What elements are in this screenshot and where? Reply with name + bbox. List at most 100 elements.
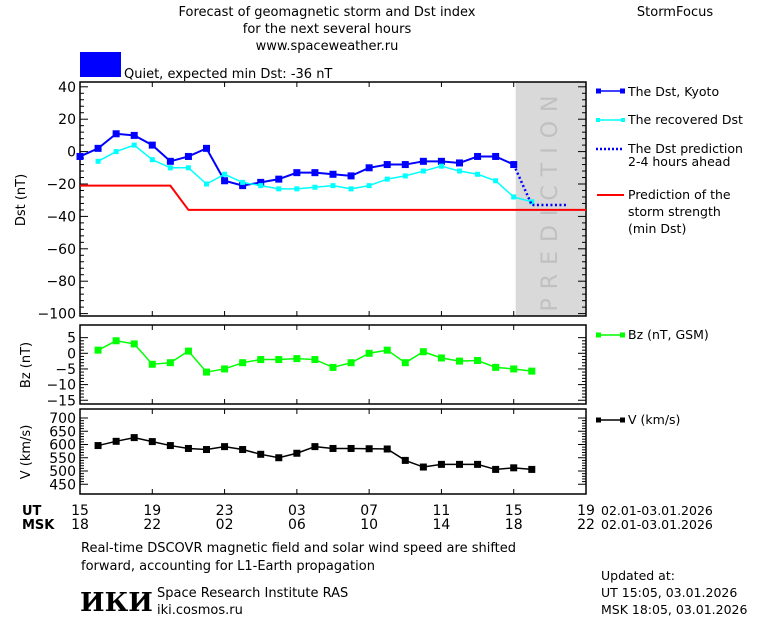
dst-panel: PREDICTION 40 20 0 −20 −40 −60 −80 −100 (38, 80, 587, 323)
data-point (95, 158, 101, 164)
data-point (474, 152, 482, 160)
data-point (293, 355, 301, 363)
data-point (184, 444, 192, 452)
data-point (528, 367, 536, 375)
ut-tick-label: 11 (433, 503, 451, 519)
date-range-ut: 02.01-03.01.2026 (601, 503, 713, 518)
data-point (329, 170, 337, 178)
data-point (383, 445, 391, 453)
title-line-2: for the next several hours (243, 22, 412, 37)
svg-text:(min Dst): (min Dst) (628, 221, 686, 236)
data-point (203, 446, 210, 454)
data-point (312, 184, 318, 190)
y-tick-label: −40 (46, 209, 76, 225)
speed-axis-label: V (km/s) (19, 425, 34, 480)
legend-kyoto: The Dst, Kyoto (596, 84, 719, 99)
msk-tick-label: 22 (143, 517, 161, 533)
ut-tick-label: 19 (577, 503, 595, 519)
title-line-1: Forecast of geomagnetic storm and Dst in… (178, 5, 475, 20)
data-point (365, 349, 373, 357)
legend-bz: Bz (nT, GSM) (596, 327, 709, 342)
data-point (239, 446, 247, 454)
prediction-band-label: PREDICTION (538, 87, 563, 312)
data-point (456, 159, 463, 167)
y-tick-label: 450 (49, 477, 76, 493)
y-tick-label: 650 (49, 424, 76, 440)
data-point (94, 442, 102, 450)
ut-tick-label: 15 (71, 503, 89, 519)
data-point (257, 356, 265, 364)
data-point (529, 199, 535, 205)
data-point (492, 152, 500, 160)
iki-logo: ИКИ (80, 588, 153, 618)
y-tick-label: 20 (58, 112, 76, 128)
data-point (130, 340, 138, 348)
y-tick-label: −10 (46, 378, 76, 394)
data-point (437, 157, 445, 165)
site-url: www.spaceweather.ru (256, 39, 399, 54)
data-point (330, 183, 336, 189)
y-tick-label: −5 (55, 362, 76, 378)
legend-recovered: The recovered Dst (596, 112, 743, 127)
y-tick-label: −20 (46, 177, 76, 193)
data-point (204, 181, 209, 187)
data-point (437, 460, 445, 468)
data-point (401, 161, 409, 169)
y-tick-label: 500 (49, 464, 76, 480)
data-point (365, 164, 373, 172)
data-point (365, 445, 373, 453)
data-point (221, 443, 229, 451)
data-point (311, 443, 319, 451)
footer-note-line-1: Real-time DSCOVR magnetic field and sola… (81, 541, 516, 556)
data-point (347, 444, 355, 452)
institute-url[interactable]: iki.cosmos.ru (157, 603, 243, 618)
data-point (113, 149, 119, 155)
data-point (510, 464, 518, 472)
legend-speed: V (km/s) (596, 412, 680, 427)
data-point (419, 463, 427, 471)
data-point (276, 186, 282, 192)
data-point (221, 365, 229, 373)
y-tick-label: 700 (49, 411, 76, 427)
ut-tick-label: 23 (216, 503, 234, 519)
date-range-msk: 02.01-03.01.2026 (601, 517, 713, 532)
y-tick-label: 5 (67, 331, 76, 347)
svg-text:storm strength: storm strength (628, 204, 721, 219)
bz-panel: 50−5−10−15 (46, 324, 587, 409)
y-tick-label: 40 (58, 80, 76, 96)
y-tick-label: −80 (46, 274, 76, 290)
data-point (492, 363, 500, 371)
data-point (258, 183, 264, 189)
data-point (148, 438, 156, 446)
series-line (80, 184, 586, 211)
data-point (76, 152, 84, 160)
msk-tick-label: 06 (288, 517, 306, 533)
data-point (401, 456, 409, 464)
data-point (166, 359, 174, 367)
legend-prediction: The Dst prediction 2-4 hours ahead (596, 141, 743, 169)
plot-frame (79, 324, 587, 405)
msk-tick-label: 02 (216, 517, 234, 533)
data-point (311, 356, 319, 364)
data-point (275, 175, 283, 183)
data-point (456, 357, 463, 365)
data-point (239, 182, 247, 190)
data-point (474, 460, 482, 468)
data-point (384, 176, 390, 182)
dst-axis-label: Dst (nT) (14, 174, 29, 226)
y-tick-label: 600 (49, 438, 76, 454)
svg-text:The Dst, Kyoto: The Dst, Kyoto (627, 84, 719, 99)
data-point (511, 194, 517, 200)
data-point (294, 186, 300, 192)
ut-tick-label: 19 (143, 503, 161, 519)
status-text: Quiet, expected min Dst: -36 nT (124, 67, 332, 82)
data-point (383, 346, 391, 354)
data-point (329, 363, 337, 371)
status-color-swatch (80, 52, 121, 77)
msk-tick-label: 18 (505, 517, 523, 533)
svg-text:Prediction of the: Prediction of the (628, 187, 731, 202)
data-point (510, 365, 518, 373)
msk-label: MSK (22, 518, 55, 533)
data-point (257, 178, 265, 186)
